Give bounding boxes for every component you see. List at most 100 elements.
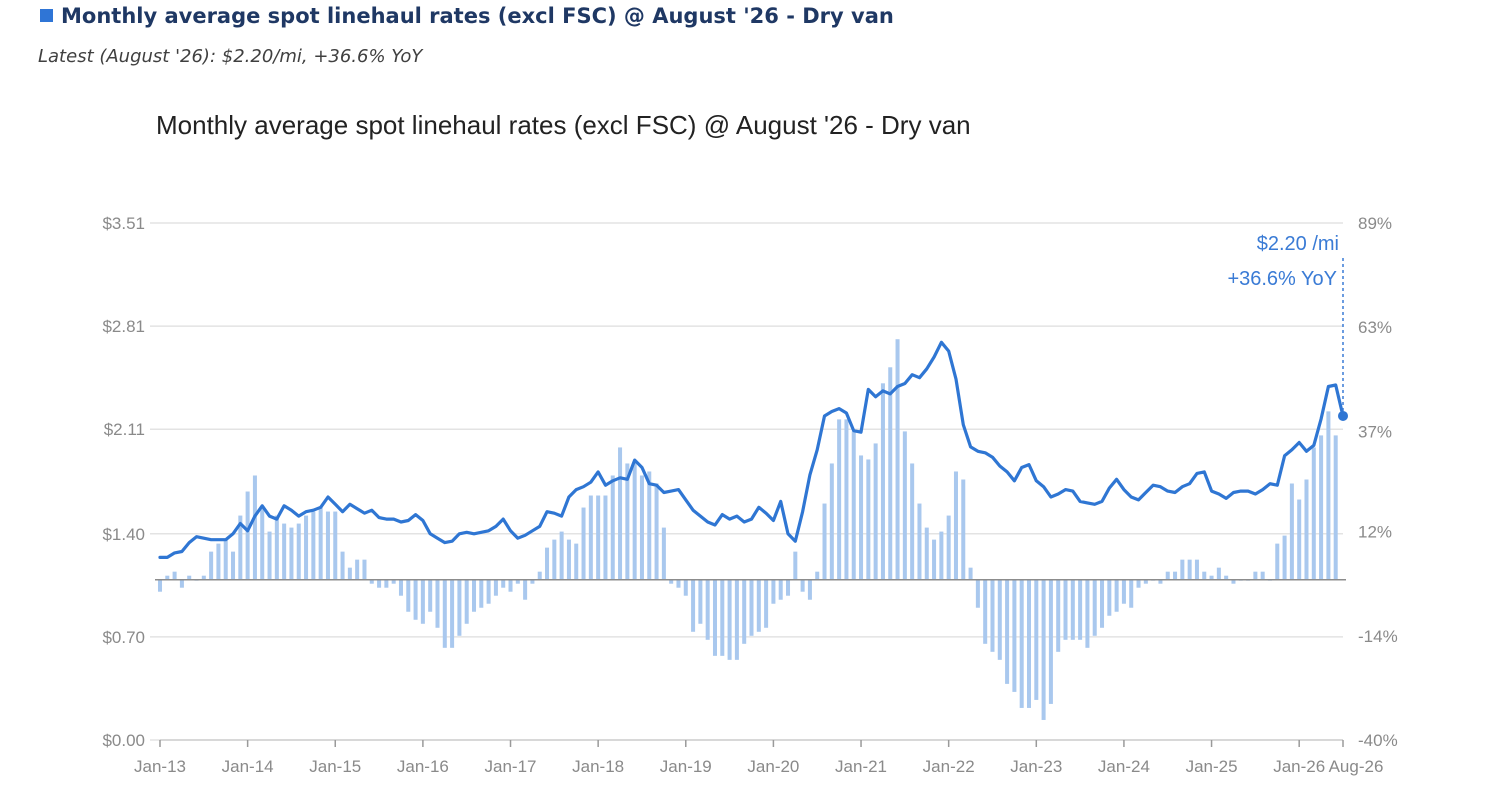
- annotation-rate: $2.20 /mi: [1257, 233, 1339, 255]
- yoy-bar: [1041, 579, 1046, 720]
- yoy-bar: [187, 575, 192, 580]
- yoy-bar: [997, 579, 1002, 660]
- yoy-bar: [829, 463, 834, 580]
- x-tick-label: Aug-26: [1329, 757, 1384, 776]
- yoy-bar: [676, 579, 681, 588]
- yoy-bar: [209, 551, 214, 580]
- yoy-bar: [1297, 499, 1302, 580]
- axis-ticks: $0.00 $0.70 $1.40 $2.11 $2.81 $3.51 -40% -14% 12…: [102, 214, 1397, 776]
- yoy-bar: [939, 531, 944, 580]
- yoy-bar: [596, 495, 601, 580]
- yoy-bar: [238, 515, 243, 580]
- yoy-bar: [764, 579, 769, 628]
- yoy-bar: [223, 539, 228, 580]
- yoy-bar: [793, 551, 798, 580]
- yoy-bar: [501, 579, 506, 588]
- yoy-bar: [961, 479, 966, 580]
- yoy-bar: [1326, 411, 1331, 580]
- yoy-bar: [910, 463, 915, 580]
- yoy-bar: [953, 471, 958, 580]
- yoy-bar: [1129, 579, 1134, 608]
- yoy-bar: [946, 515, 951, 580]
- x-tick-label: Jan-13: [134, 757, 186, 776]
- yoy-bar: [895, 339, 900, 580]
- yoy-bar: [420, 579, 425, 624]
- yoy-bar: [267, 531, 272, 580]
- yoy-bar: [822, 503, 827, 580]
- yoy-bar: [479, 579, 484, 608]
- yoy-bar: [1143, 579, 1148, 584]
- annotation-yoy: +36.6% YoY: [1227, 268, 1337, 290]
- yoy-bar: [1048, 579, 1053, 704]
- yoy-bar: [1253, 571, 1258, 580]
- x-tick-label: Jan-24: [1098, 757, 1150, 776]
- yoy-bar: [537, 571, 542, 580]
- yoy-bar: [172, 571, 177, 580]
- x-tick-label: Jan-19: [660, 757, 712, 776]
- yoy-bar: [639, 475, 644, 580]
- yoy-bar: [325, 511, 330, 580]
- yoy-bar: [983, 579, 988, 644]
- yoy-bar: [413, 579, 418, 620]
- yoy-bar: [1070, 579, 1075, 640]
- yoy-bar: [377, 579, 382, 588]
- x-tick-label: Jan-26: [1273, 757, 1325, 776]
- yoy-bar: [654, 483, 659, 580]
- rate-line: [158, 340, 1345, 560]
- x-tick-label: Jan-23: [1010, 757, 1062, 776]
- yoy-bar: [340, 551, 345, 580]
- yoy-bar: [442, 579, 447, 648]
- yoy-bar: [1078, 579, 1083, 640]
- yoy-bar: [559, 531, 564, 580]
- yoy-bar: [800, 579, 805, 592]
- yoy-bar: [632, 463, 637, 580]
- yoy-bar: [1158, 579, 1163, 584]
- yoy-bar: [530, 579, 535, 584]
- yoy-bar: [618, 447, 623, 580]
- yoy-bar: [282, 523, 287, 580]
- yoy-bar: [778, 579, 783, 600]
- yoy-bar: [457, 579, 462, 636]
- yoy-bar: [844, 419, 849, 580]
- yoy-bar: [581, 507, 586, 580]
- page-title: Monthly average spot linehaul rates (exc…: [61, 4, 894, 28]
- y-right-tick-label: -40%: [1358, 731, 1398, 750]
- yoy-bar: [837, 419, 842, 580]
- yoy-bar: [260, 507, 265, 580]
- yoy-bar: [807, 579, 812, 600]
- yoy-bar: [1194, 559, 1199, 580]
- yoy-bar: [362, 559, 367, 580]
- yoy-bar: [574, 543, 579, 580]
- yoy-bar: [1289, 483, 1294, 580]
- rate-line-group: [158, 340, 1345, 560]
- yoy-bar: [603, 495, 608, 580]
- yoy-bar: [1202, 571, 1207, 580]
- yoy-bar: [873, 443, 878, 580]
- yoy-bar: [523, 579, 528, 600]
- yoy-bar: [355, 559, 360, 580]
- yoy-bar: [968, 567, 973, 580]
- yoy-bar: [1107, 579, 1112, 616]
- chart-title: Monthly average spot linehaul rates (exc…: [156, 110, 971, 140]
- yoy-bar: [369, 579, 374, 584]
- yoy-bar: [1173, 571, 1178, 580]
- yoy-bar: [318, 507, 323, 580]
- yoy-bar: [179, 579, 184, 588]
- yoy-bar: [924, 527, 929, 580]
- y-right-tick-label: -14%: [1358, 627, 1398, 646]
- page-subtitle: Latest (August '26): $2.20/mi, +36.6% Yo…: [38, 46, 423, 67]
- yoy-bar: [880, 383, 885, 580]
- yoy-bar: [435, 579, 440, 628]
- yoy-bar: [691, 579, 696, 632]
- yoy-bar: [347, 567, 352, 580]
- yoy-bar: [1005, 579, 1010, 684]
- yoy-bar: [1275, 543, 1280, 580]
- yoy-bar: [661, 527, 666, 580]
- yoy-bar: [712, 579, 717, 656]
- yoy-bar: [545, 547, 550, 580]
- yoy-bar: [669, 579, 674, 584]
- y-left-tick-label: $1.40: [102, 525, 145, 544]
- yoy-bar: [1319, 435, 1324, 580]
- yoy-bar: [727, 579, 732, 660]
